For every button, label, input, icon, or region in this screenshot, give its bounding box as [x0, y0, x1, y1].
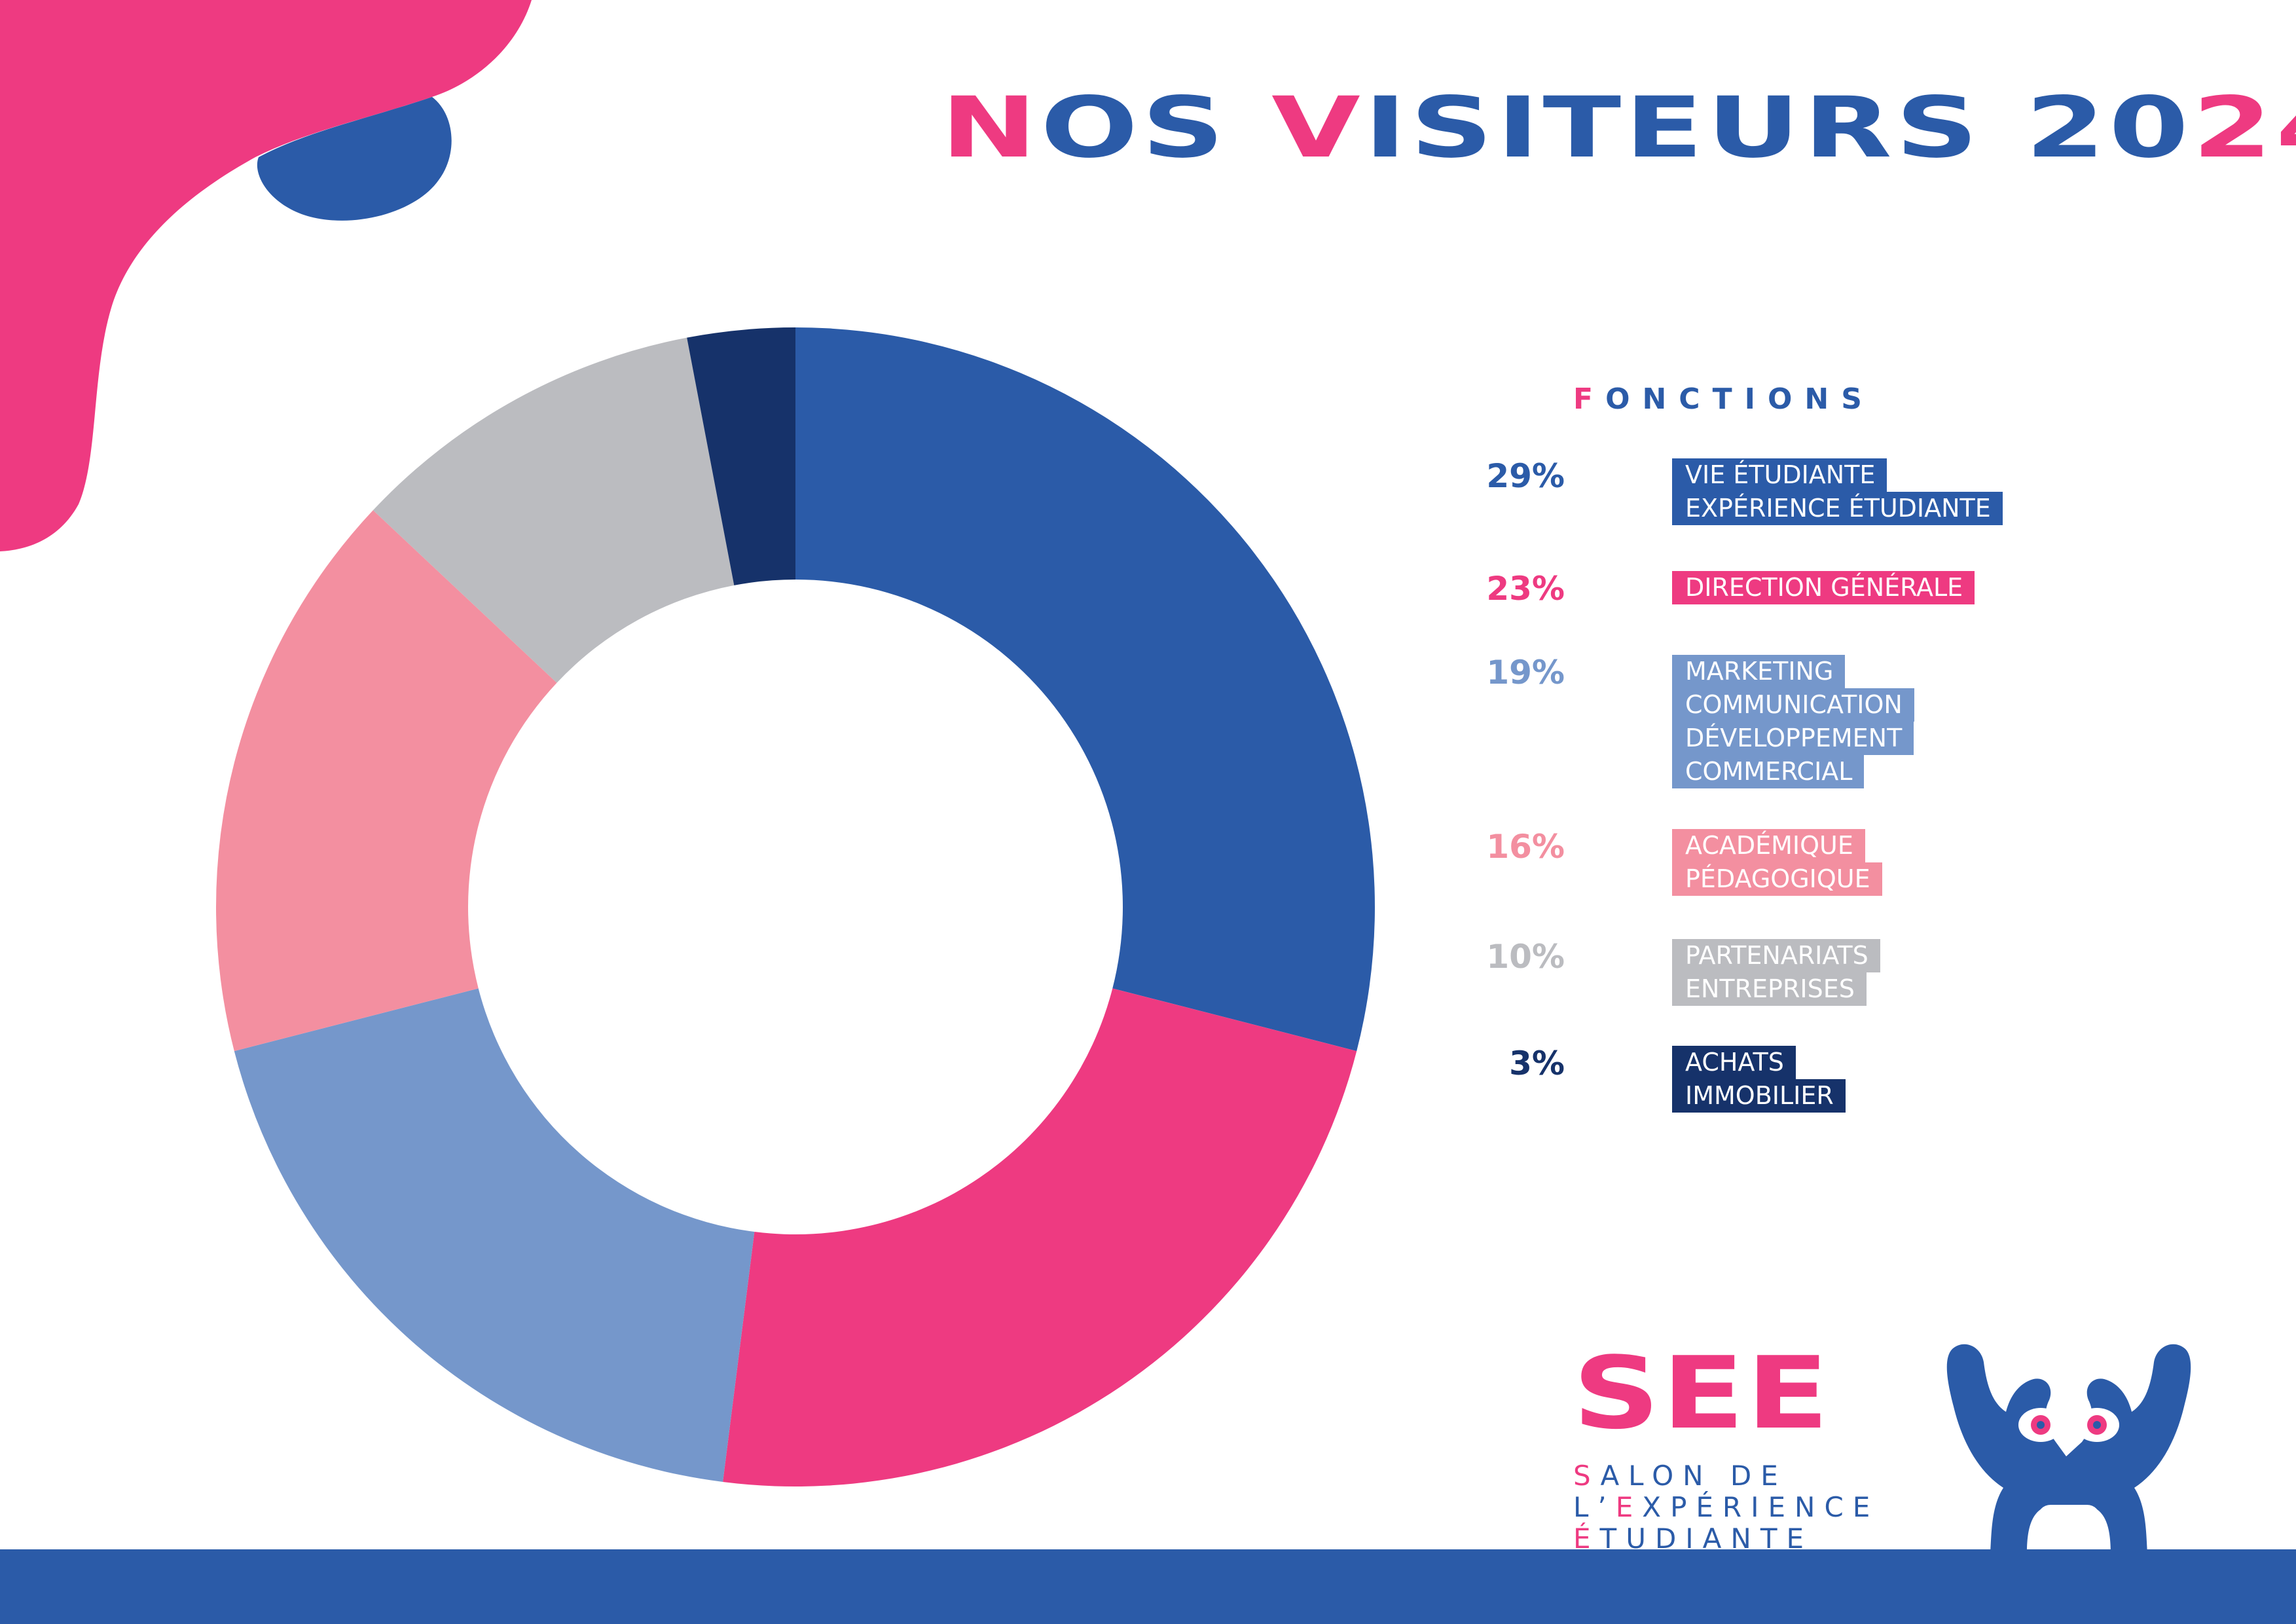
page-title: NOS VISITEURS 2024 — [941, 86, 2296, 170]
donut-slice-3 — [216, 510, 557, 1052]
tagline-line: L’EXPÉRIENCE — [1573, 1492, 1879, 1523]
title-part: ISITEURS 20 — [1364, 79, 2193, 177]
donut-chart — [216, 327, 1375, 1486]
legend-label-line: EXPÉRIENCE ÉTUDIANTE — [1672, 492, 2003, 525]
legend-label-line: DÉVELOPPEMENT — [1672, 722, 1914, 755]
legend-label-line: MARKETING — [1672, 655, 1846, 688]
legend-label-line: COMMUNICATION — [1672, 688, 1914, 722]
legend-label-line: ACHATS — [1672, 1046, 1796, 1079]
donut-slice-5 — [687, 327, 795, 585]
title-part: N — [941, 79, 1041, 177]
legend-label-line: PARTENARIATS — [1672, 939, 1880, 972]
title-part: V — [1271, 79, 1364, 177]
tagline-initial: L’ — [1573, 1491, 1616, 1523]
legend-label-line: DIRECTION GÉNÉRALE — [1672, 571, 1975, 604]
footer-bar — [0, 1549, 2296, 1624]
legend-percentage: 19% — [1486, 654, 1565, 692]
tagline-initial: S — [1573, 1460, 1601, 1492]
logo-tagline: SALON DE L’EXPÉRIENCE ÉTUDIANTE — [1573, 1460, 1879, 1555]
legend-label-line: VIE ÉTUDIANTE — [1672, 458, 1887, 492]
legend-label-line: IMMOBILIER — [1672, 1079, 1846, 1113]
legend-label-group: ACHATS IMMOBILIER — [1672, 1046, 1846, 1113]
pink-blob-shape — [0, 0, 532, 551]
legend-label-group: VIE ÉTUDIANTE EXPÉRIENCE ÉTUDIANTE — [1672, 458, 2003, 525]
legend-label-line: ENTREPRISES — [1672, 972, 1867, 1006]
legend-percentage: 29% — [1486, 457, 1565, 495]
tagline-rest: ALON DE — [1600, 1460, 1787, 1492]
title-part: 24 — [2192, 79, 2296, 177]
legend-percentage: 23% — [1486, 570, 1565, 608]
legend-percentage: 16% — [1486, 828, 1565, 866]
blue-blob-shape — [257, 97, 452, 221]
title-part: OS — [1040, 79, 1272, 177]
tagline-line: SALON DE — [1573, 1460, 1879, 1492]
legend-percentage: 3% — [1509, 1044, 1565, 1082]
donut-slice-4 — [373, 337, 735, 683]
legend-heading: FONCTIONS — [1573, 382, 1874, 416]
legend-label-group: DIRECTION GÉNÉRALE — [1672, 571, 1975, 604]
tagline-rest: TUDIANTE — [1599, 1522, 1813, 1555]
donut-slice-0 — [795, 327, 1375, 1052]
legend-label-group: ACADÉMIQUE PÉDAGOGIQUE — [1672, 829, 1882, 896]
tagline-initial: E — [1615, 1491, 1643, 1523]
hands-binoculars-mascot-icon — [1946, 1344, 2191, 1552]
legend-label-line: ACADÉMIQUE — [1672, 829, 1865, 862]
tagline-line: ÉTUDIANTE — [1573, 1523, 1879, 1555]
legend-label-line: COMMERCIAL — [1672, 755, 1865, 788]
legend-label-line: PÉDAGOGIQUE — [1672, 862, 1882, 896]
legend-label-group: MARKETING COMMUNICATION DÉVELOPPEMENT COMME… — [1672, 655, 1914, 788]
legend-percentage: 10% — [1486, 938, 1565, 976]
legend-label-group: PARTENARIATS ENTREPRISES — [1672, 939, 1880, 1006]
decorative-blob — [0, 0, 532, 551]
see-logo-wordmark: SEE — [1573, 1335, 1831, 1451]
donut-slice-2 — [234, 988, 755, 1483]
donut-slice-1 — [723, 988, 1357, 1486]
tagline-rest: XPÉRIENCE — [1642, 1491, 1880, 1523]
tagline-initial: É — [1573, 1522, 1600, 1555]
